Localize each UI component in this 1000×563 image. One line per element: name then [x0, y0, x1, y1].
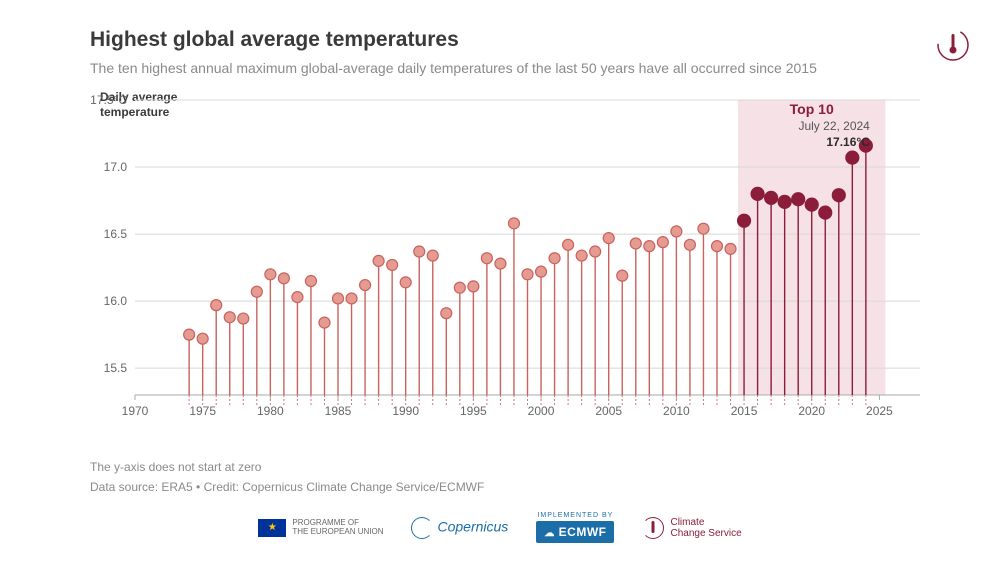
marker: [576, 250, 587, 261]
marker: [278, 273, 289, 284]
marker: [224, 312, 235, 323]
x-tick-label: 2015: [731, 404, 758, 418]
x-tick-label: 2010: [663, 404, 690, 418]
eu-text: PROGRAMME OFTHE EUROPEAN UNION: [292, 519, 383, 537]
marker: [751, 187, 764, 200]
marker: [400, 277, 411, 288]
marker: [590, 246, 601, 257]
x-tick-label: 2020: [798, 404, 825, 418]
y-tick-label: 16.0: [104, 294, 128, 308]
ccs-icon: [642, 517, 664, 539]
marker: [414, 246, 425, 257]
top10-label: Top 10: [790, 101, 834, 117]
copernicus-logo: Copernicus: [411, 517, 508, 539]
ccs-logo: ClimateChange Service: [642, 517, 741, 539]
x-tick-label: 1970: [122, 404, 149, 418]
marker: [684, 239, 695, 250]
marker: [441, 308, 452, 319]
ccs-text: ClimateChange Service: [670, 517, 741, 539]
marker: [846, 151, 859, 164]
marker: [549, 253, 560, 264]
y-tick-label: 15.5: [104, 361, 128, 375]
marker: [292, 292, 303, 303]
eu-flag-icon: [258, 519, 286, 537]
chart-title: Highest global average temperatures: [90, 28, 459, 52]
marker: [319, 317, 330, 328]
logo-row: PROGRAMME OFTHE EUROPEAN UNION Copernicu…: [0, 512, 1000, 543]
marker: [346, 293, 357, 304]
x-tick-label: 1985: [325, 404, 352, 418]
marker: [805, 198, 818, 211]
annotation-date: July 22, 2024: [798, 119, 870, 133]
marker: [765, 191, 778, 204]
marker: [738, 214, 751, 227]
marker: [832, 189, 845, 202]
marker: [792, 193, 805, 206]
marker: [725, 243, 736, 254]
ecmwf-pretext: IMPLEMENTED BY: [537, 512, 613, 519]
annotation-value: 17.16°C: [826, 135, 870, 149]
marker: [644, 241, 655, 252]
ecmwf-badge: ☁ ECMWF: [536, 521, 614, 543]
marker: [251, 286, 262, 297]
marker: [197, 333, 208, 344]
marker: [698, 223, 709, 234]
marker: [536, 266, 547, 277]
marker: [387, 259, 398, 270]
marker: [657, 237, 668, 248]
marker: [508, 218, 519, 229]
x-tick-label: 2025: [866, 404, 893, 418]
thermometer-logo-icon: [936, 28, 970, 67]
marker: [427, 250, 438, 261]
marker: [360, 280, 371, 291]
footnote-credit: Data source: ERA5 • Credit: Copernicus C…: [90, 480, 484, 494]
y-tick-label: 17.0: [104, 160, 128, 174]
marker: [778, 195, 791, 208]
marker: [495, 258, 506, 269]
marker: [563, 239, 574, 250]
marker: [454, 282, 465, 293]
eu-logo: PROGRAMME OFTHE EUROPEAN UNION: [258, 519, 383, 537]
marker: [333, 293, 344, 304]
page: Highest global average temperatures The …: [0, 0, 1000, 563]
x-tick-label: 1975: [189, 404, 216, 418]
footnote-yaxis: The y-axis does not start at zero: [90, 460, 261, 474]
marker: [711, 241, 722, 252]
y-tick-label: 17.5°C: [90, 93, 127, 107]
y-tick-label: 16.5: [104, 227, 128, 241]
marker: [481, 253, 492, 264]
chart-subtitle: The ten highest annual maximum global-av…: [90, 60, 817, 76]
marker: [305, 276, 316, 287]
marker: [630, 238, 641, 249]
marker: [373, 255, 384, 266]
marker: [617, 270, 628, 281]
marker: [819, 206, 832, 219]
marker: [265, 269, 276, 280]
x-tick-label: 2005: [595, 404, 622, 418]
x-tick-label: 1980: [257, 404, 284, 418]
marker: [211, 300, 222, 311]
marker: [238, 313, 249, 324]
x-tick-label: 2000: [528, 404, 555, 418]
marker: [468, 281, 479, 292]
marker: [603, 233, 614, 244]
x-tick-label: 1995: [460, 404, 487, 418]
x-tick-label: 1990: [392, 404, 419, 418]
copernicus-text: Copernicus: [411, 517, 508, 539]
marker: [184, 329, 195, 340]
marker: [671, 226, 682, 237]
ecmwf-logo: IMPLEMENTED BY ☁ ECMWF: [536, 512, 614, 543]
marker: [522, 269, 533, 280]
lollipop-chart: Top 10 15.5 16.0 16.5 17.0 17.5°C 1970 1975 1980…: [90, 90, 940, 430]
